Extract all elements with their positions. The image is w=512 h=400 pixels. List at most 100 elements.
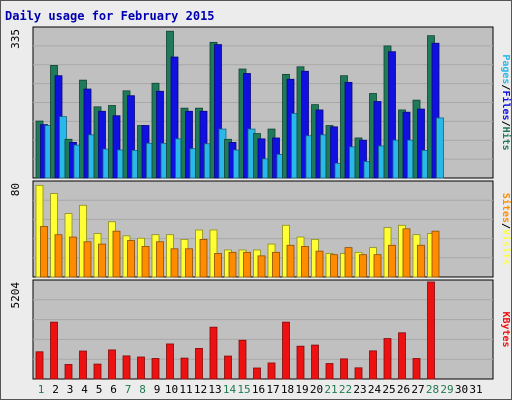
kbytes-series-legend: KBytes: [500, 311, 511, 347]
kbytes-bar-kbytes-day-16: [253, 367, 261, 380]
visits-sites-bar-sites-day-2: [54, 234, 63, 278]
kbytes-bar-kbytes-day-24: [369, 350, 377, 380]
day-label-9: 9: [154, 383, 161, 396]
day-label-30: 30: [455, 383, 468, 396]
hits-files-pages-legend-separator: /: [500, 121, 511, 127]
kbytes-legend-kbytes: KBytes: [500, 311, 511, 347]
visits-sites-bar-sites-day-14: [228, 251, 237, 278]
kbytes-panel: [32, 279, 494, 380]
hits-files-pages-bar-files-day-16: [257, 138, 266, 179]
kbytes-bar-kbytes-day-6: [108, 349, 116, 380]
day-label-5: 5: [96, 383, 103, 396]
visits-sites-bar-sites-day-19: [301, 246, 309, 278]
day-label-20: 20: [310, 383, 323, 396]
kbytes-bar-kbytes-day-7: [122, 355, 131, 380]
visits-sites-series-legend: Sites/Visits: [500, 193, 512, 265]
day-label-27: 27: [411, 383, 424, 396]
day-label-8: 8: [139, 383, 146, 396]
visits-sites-bar-sites-day-9: [156, 241, 164, 278]
visits-sites-bar-sites-day-11: [185, 248, 193, 278]
visits-sites-bar-sites-day-22: [344, 247, 353, 278]
kbytes-bar-kbytes-day-23: [354, 367, 363, 380]
visits-sites-bar-sites-day-3: [69, 236, 77, 278]
kbytes-bar-kbytes-day-22: [340, 358, 348, 380]
day-label-26: 26: [397, 383, 410, 396]
hits-files-pages-ymax-label: 335: [9, 29, 22, 49]
hits-files-pages-bar-files-day-23: [359, 139, 367, 179]
visits-sites-bar-sites-day-15: [243, 251, 251, 278]
kbytes-bar-kbytes-day-8: [137, 356, 145, 380]
visits-sites-bar-sites-day-13: [214, 253, 222, 278]
day-label-16: 16: [252, 383, 265, 396]
visits-sites-bar-sites-day-23: [359, 254, 367, 278]
kbytes-bar-kbytes-day-17: [267, 362, 276, 380]
hits-files-pages-bar-files-day-27: [417, 108, 425, 179]
hits-files-pages-series-legend: Pages/Files/Hits: [500, 54, 512, 150]
hits-files-pages-bar-files-day-21: [330, 126, 338, 179]
hits-files-pages-bar-files-day-13: [214, 44, 222, 179]
day-label-2: 2: [52, 383, 59, 396]
hits-files-pages-legend-separator: /: [500, 84, 511, 90]
visits-sites-legend-separator: /: [500, 223, 511, 229]
visits-sites-bar-sites-day-5: [98, 243, 106, 278]
kbytes-bar-kbytes-day-1: [35, 351, 44, 380]
visits-sites-ymax-label: 80: [9, 183, 22, 196]
hits-files-pages-legend-files: Files: [500, 90, 512, 120]
chart-title: Daily usage for February 2015: [5, 9, 215, 23]
kbytes-bar-kbytes-day-10: [166, 343, 174, 380]
kbytes-ymax-label: 5204: [9, 282, 22, 309]
day-label-17: 17: [266, 383, 279, 396]
kbytes-bar-kbytes-day-15: [238, 339, 247, 380]
visits-sites-bar-sites-day-16: [257, 255, 266, 278]
day-label-22: 22: [339, 383, 352, 396]
hits-files-pages-bar-pages-day-28: [436, 117, 444, 179]
hits-files-pages-bar-files-day-22: [344, 81, 353, 179]
kbytes-bar-kbytes-day-5: [93, 363, 102, 380]
kbytes-bar-kbytes-day-11: [180, 357, 189, 380]
visits-sites-bar-visits-day-4: [79, 204, 87, 278]
kbytes-bar-kbytes-day-9: [151, 358, 160, 380]
day-label-12: 12: [194, 383, 207, 396]
day-label-1: 1: [38, 383, 45, 396]
visits-sites-bar-sites-day-21: [330, 254, 338, 278]
kbytes-bar-kbytes-day-26: [398, 332, 406, 380]
hits-files-pages-legend-hits: Hits: [500, 127, 512, 151]
kbytes-bar-kbytes-day-19: [296, 345, 305, 380]
hits-files-pages-bar-files-day-5: [98, 110, 106, 179]
hits-files-pages-bar-files-day-10: [170, 56, 179, 179]
day-label-3: 3: [67, 383, 74, 396]
visits-sites-legend-sites: Sites: [500, 193, 512, 223]
visits-sites-bar-sites-day-28: [431, 230, 440, 278]
visits-sites-bar-sites-day-20: [315, 250, 324, 278]
day-label-11: 11: [179, 383, 192, 396]
kbytes-bar-kbytes-day-3: [64, 364, 73, 380]
day-label-7: 7: [125, 383, 132, 396]
visits-sites-bar-sites-day-24: [373, 254, 382, 278]
day-label-29: 29: [440, 383, 453, 396]
day-label-19: 19: [295, 383, 308, 396]
visits-sites-bar-sites-day-8: [141, 246, 150, 278]
day-label-13: 13: [208, 383, 221, 396]
hits-files-pages-bar-files-day-19: [301, 70, 309, 179]
hits-files-pages-bar-files-day-7: [127, 95, 135, 179]
day-label-10: 10: [165, 383, 178, 396]
visits-sites-bar-sites-day-18: [286, 244, 295, 278]
kbytes-bar-kbytes-day-27: [412, 358, 421, 380]
hits-files-pages-bar-files-day-24: [373, 101, 382, 179]
hits-files-pages-bar-files-day-4: [83, 88, 92, 179]
kbytes-bar-kbytes-day-28: [427, 281, 435, 380]
kbytes-bar-kbytes-day-18: [282, 321, 290, 380]
visits-sites-bar-sites-day-6: [112, 230, 121, 278]
hits-files-pages-bar-files-day-25: [388, 51, 396, 179]
day-label-6: 6: [110, 383, 117, 396]
visits-sites-bar-sites-day-7: [127, 240, 135, 278]
hits-files-pages-bar-files-day-28: [431, 42, 440, 179]
kbytes-bar-kbytes-day-13: [209, 326, 218, 380]
visits-sites-legend-visits: Visits: [500, 229, 512, 265]
visits-sites-bar-sites-day-1: [40, 226, 48, 278]
hits-files-pages-bar-files-day-9: [156, 90, 164, 179]
day-label-4: 4: [81, 383, 88, 396]
visits-sites-bar-sites-day-26: [402, 228, 411, 278]
visits-sites-bar-sites-day-10: [170, 248, 179, 278]
